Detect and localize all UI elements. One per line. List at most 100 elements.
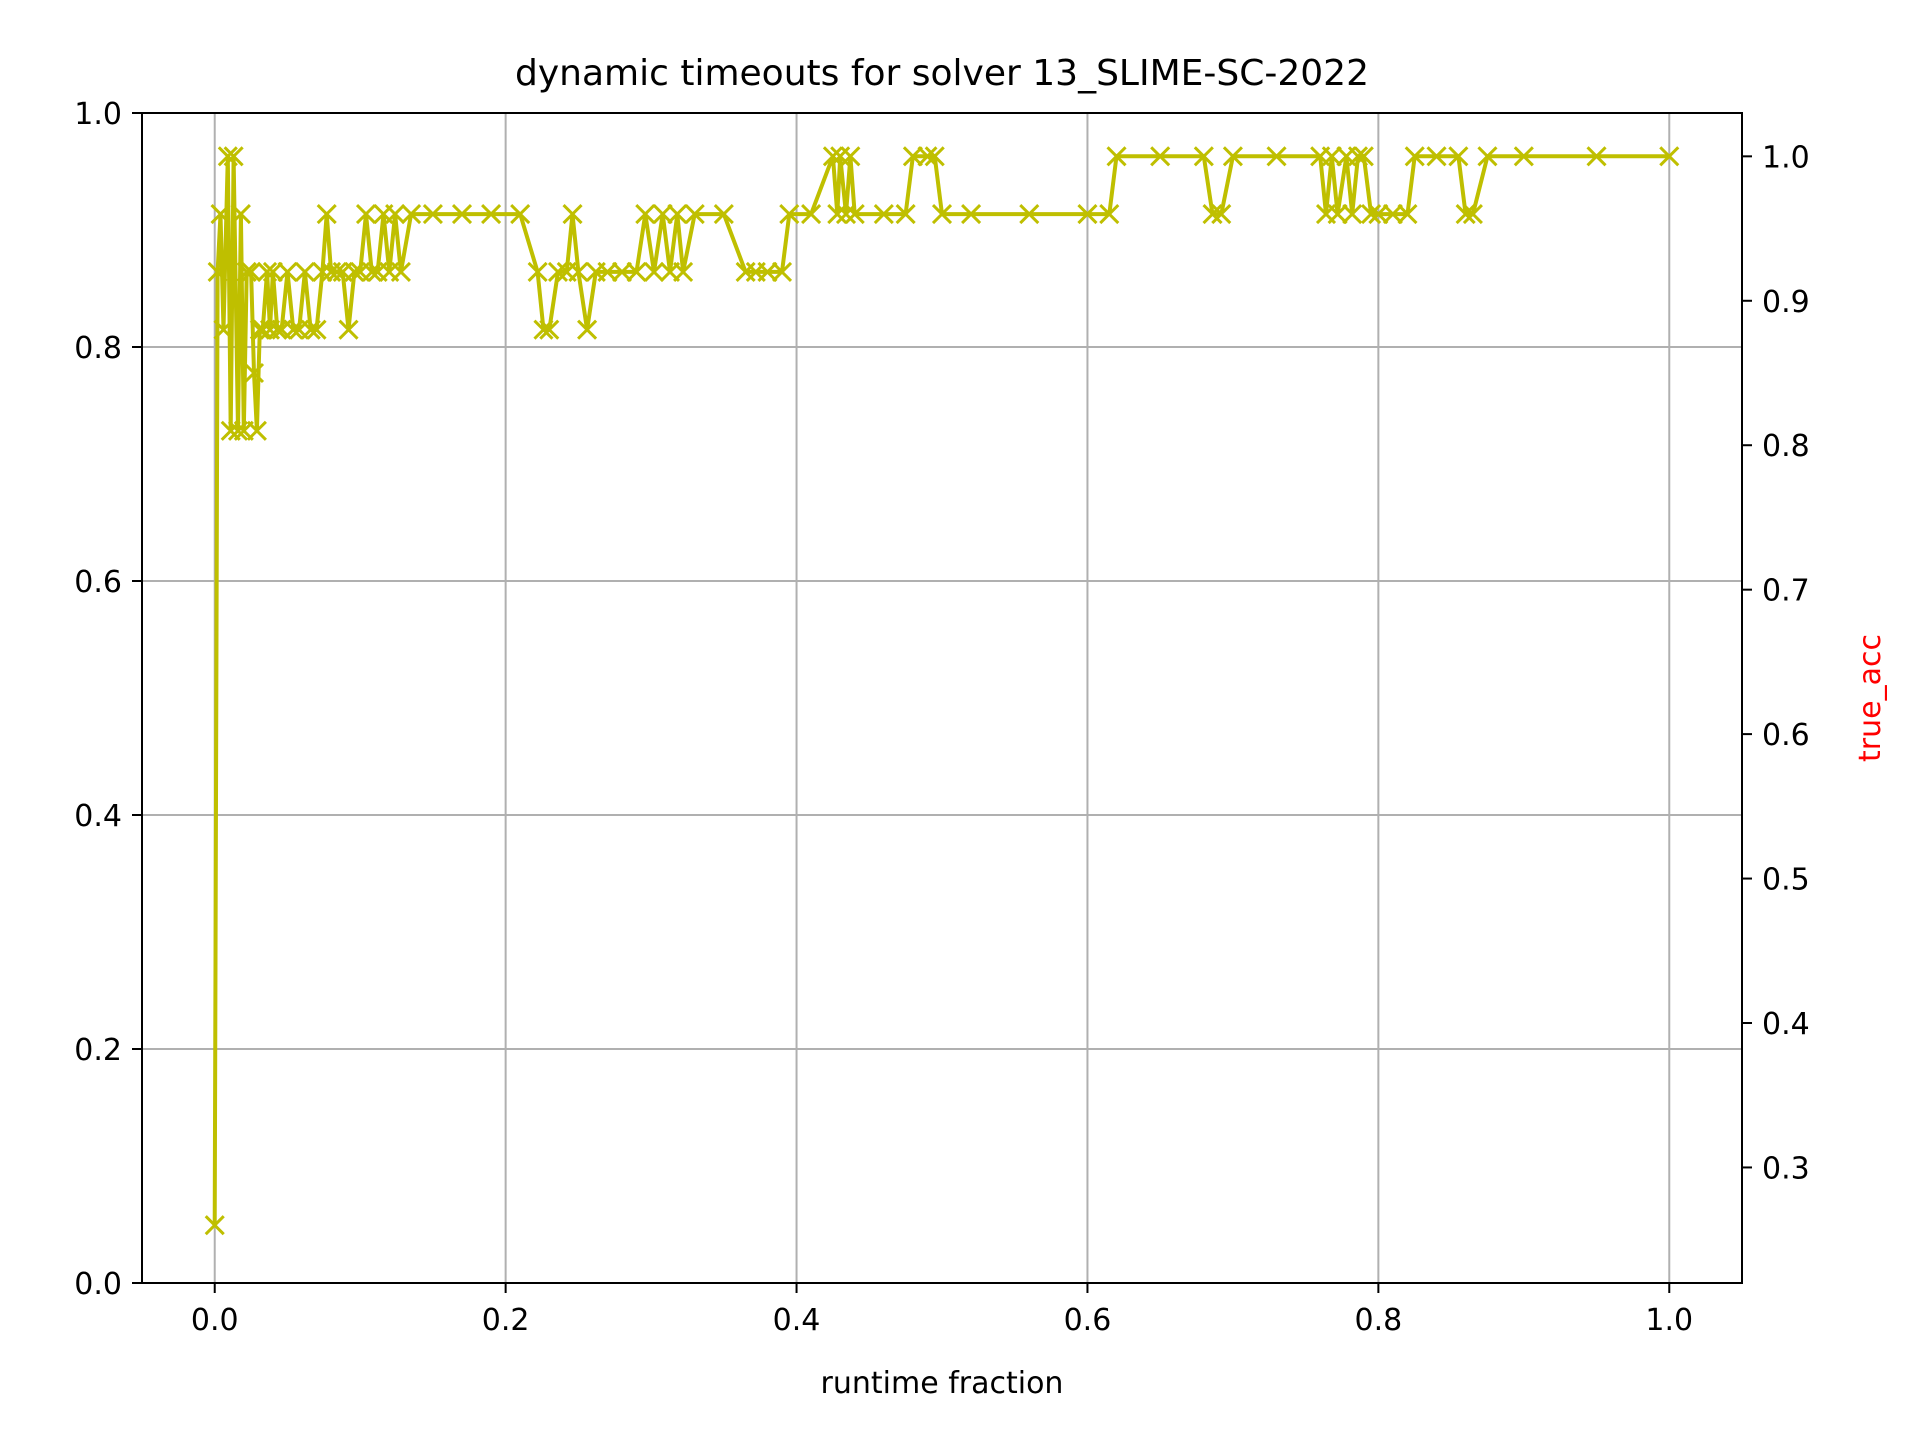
data-point-marker — [277, 261, 298, 282]
x-tick-label: 1.0 — [1645, 1303, 1693, 1338]
data-point-marker — [257, 261, 278, 282]
x-tick-label: 0.4 — [773, 1303, 821, 1338]
data-point-marker — [422, 204, 443, 225]
data-point-marker — [931, 204, 953, 225]
y-axis-right-label: true_acc — [1853, 634, 1888, 762]
data-point-marker — [1347, 146, 1369, 167]
data-point-marker — [1202, 204, 1223, 225]
data-point-marker — [1321, 146, 1342, 167]
data-point-marker — [385, 204, 406, 225]
data-point-marker — [924, 146, 945, 167]
data-point-marker — [1477, 146, 1498, 167]
y2-tick-label: 1.0 — [1762, 140, 1810, 175]
data-point-marker — [873, 204, 894, 225]
data-point-marker — [1019, 204, 1040, 225]
data-point-marker — [917, 146, 938, 167]
data-point-marker — [1361, 204, 1382, 225]
data-point-marker — [643, 261, 665, 282]
data-point-marker — [611, 261, 633, 282]
data-point-marker — [217, 146, 238, 167]
x-tick-label: 0.6 — [1064, 1303, 1112, 1338]
data-point-marker — [1404, 146, 1425, 167]
data-point-marker — [539, 319, 560, 340]
y-tick-label: 0.8 — [74, 331, 122, 366]
data-point-marker — [771, 261, 793, 282]
data-point-marker — [652, 204, 673, 225]
data-point-marker — [1099, 204, 1120, 225]
data-point-marker — [1077, 204, 1098, 225]
data-point-marker — [635, 204, 656, 225]
data-point-marker — [283, 319, 304, 340]
x-axis-ticks: 0.0 0.2 0.4 0.6 0.8 1.0 — [191, 1283, 1693, 1338]
data-point-marker — [667, 204, 688, 225]
y-tick-label: 1.0 — [74, 97, 122, 132]
data-point-marker — [230, 204, 251, 225]
data-point-marker — [207, 261, 228, 282]
data-point-marker — [1222, 146, 1243, 167]
y-tick-label: 0.0 — [74, 1267, 122, 1302]
data-point-marker — [801, 204, 822, 225]
data-point-marker — [597, 261, 618, 282]
data-point-marker — [316, 204, 337, 225]
data-point-marker — [626, 261, 647, 282]
data-point-marker — [961, 204, 982, 225]
data-point-marker — [547, 261, 569, 282]
y-axis-left-ticks: 0.0 0.2 0.4 0.6 0.8 1.0 — [74, 97, 142, 1302]
data-point-marker — [1426, 146, 1447, 167]
data-point-marker — [338, 319, 359, 340]
data-point-marker — [757, 261, 778, 282]
data-point-marker — [262, 261, 283, 282]
y2-tick-label: 0.3 — [1762, 1151, 1810, 1186]
y-tick-label: 0.2 — [74, 1033, 122, 1068]
data-point-marker — [1659, 146, 1680, 167]
data-point-marker — [390, 261, 411, 282]
data-point-marker — [204, 1215, 225, 1236]
y2-tick-label: 0.8 — [1762, 429, 1810, 464]
data-point-marker — [1327, 204, 1348, 225]
data-point-marker — [210, 204, 231, 225]
data-point-marker — [344, 261, 365, 282]
data-point-marker — [1462, 204, 1483, 225]
data-point-marker — [533, 319, 554, 340]
data-point-marker — [713, 204, 734, 225]
data-point-marker — [684, 204, 705, 225]
data-point-marker — [1266, 146, 1287, 167]
x-tick-label: 0.8 — [1355, 1303, 1403, 1338]
series-layer — [204, 146, 1680, 1236]
data-point-marker — [451, 204, 473, 225]
y2-tick-label: 0.9 — [1762, 285, 1810, 320]
x-axis-label: runtime fraction — [821, 1366, 1064, 1401]
data-point-marker — [361, 261, 382, 282]
data-point-marker — [835, 204, 857, 225]
data-point-marker — [1368, 204, 1389, 225]
data-point-marker — [577, 319, 598, 340]
data-point-marker — [481, 204, 502, 225]
plot-frame — [141, 112, 1743, 1284]
data-point-marker — [401, 204, 422, 225]
y2-tick-label: 0.4 — [1762, 1007, 1810, 1042]
y2-tick-label: 0.6 — [1762, 718, 1810, 753]
data-point-marker — [1150, 146, 1171, 167]
x-tick-label: 0.2 — [482, 1303, 530, 1338]
data-point-marker — [236, 261, 257, 282]
data-point-marker — [223, 146, 244, 167]
data-point-marker — [355, 204, 377, 225]
data-point-marker — [312, 261, 333, 282]
data-point-marker — [562, 204, 583, 225]
data-point-marker — [568, 261, 589, 282]
data-point-marker — [326, 261, 347, 282]
data-point-marker — [895, 204, 916, 225]
data-point-marker — [822, 146, 843, 167]
y-tick-label: 0.4 — [74, 799, 122, 834]
data-point-marker — [213, 319, 234, 340]
data-point-marker — [306, 319, 327, 340]
data-point-marker — [1353, 146, 1374, 167]
data-point-marker — [779, 204, 800, 225]
data-point-marker — [1448, 146, 1469, 167]
y-axis-right-ticks: 0.3 0.4 0.5 0.6 0.7 0.8 0.9 1.0 — [1742, 140, 1810, 1186]
data-point-marker — [902, 146, 923, 167]
y2-tick-label: 0.5 — [1762, 863, 1810, 898]
data-point-marker — [252, 319, 273, 340]
